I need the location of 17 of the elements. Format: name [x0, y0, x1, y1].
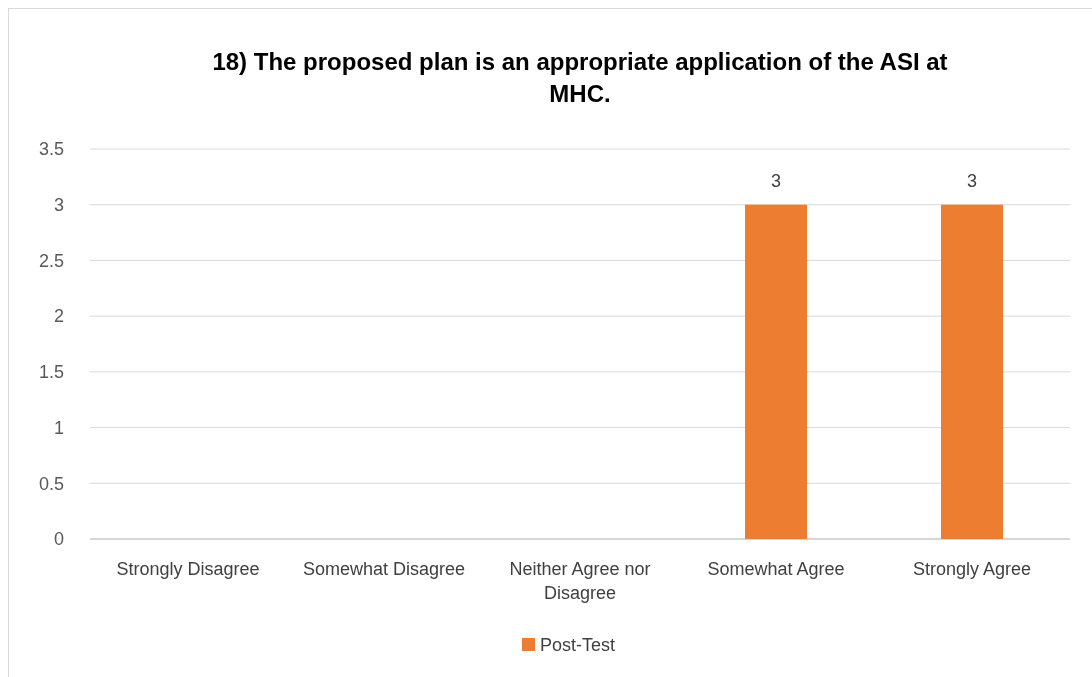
data-label: 3: [966, 170, 978, 191]
legend-label: Post-Test: [540, 635, 616, 655]
x-tick-label: Somewhat Disagree: [302, 559, 466, 579]
chart-title: 18) The proposed plan is an appropriate application of the ASI at MHC.: [212, 48, 948, 107]
y-tick-label: 2.5: [38, 250, 64, 271]
x-tick-label: Strongly Agree: [912, 559, 1032, 579]
data-label: 3: [770, 170, 782, 191]
y-tick-label: 1.5: [38, 362, 64, 383]
y-tick-label: 2: [53, 306, 64, 327]
y-tick-label: 0.5: [38, 473, 64, 494]
y-tick-label: 0: [53, 529, 64, 550]
x-tick-label: Neither Agree nor Disagree: [509, 559, 651, 603]
x-tick-label: Somewhat Agree: [707, 559, 845, 579]
x-tick-label: Strongly Disagree: [116, 559, 260, 579]
y-tick-label: 3.5: [38, 139, 64, 160]
y-tick-label: 1: [53, 417, 64, 438]
y-tick-label: 3: [53, 195, 64, 216]
